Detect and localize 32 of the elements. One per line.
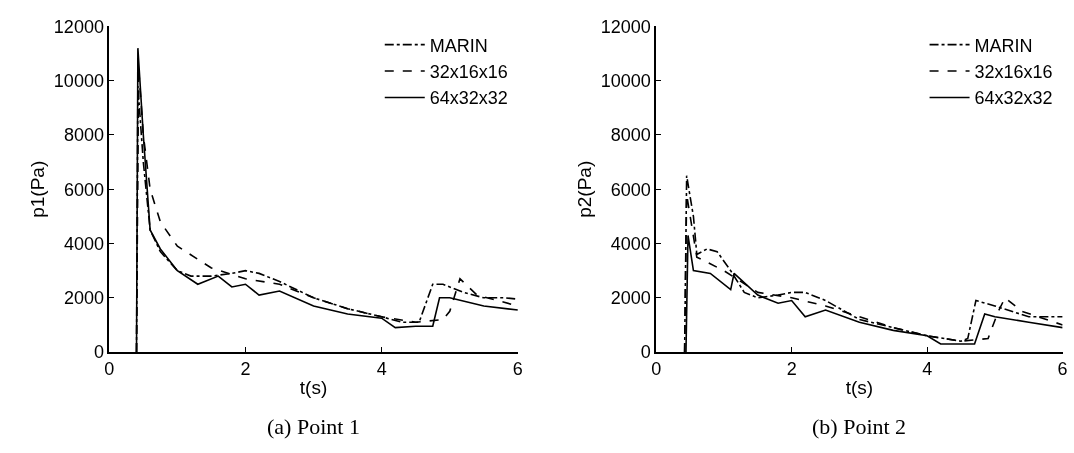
x-tick-label: 6 [512,359,523,380]
y-tick-label: 6000 [63,179,104,200]
legend-label: 64x32x32 [974,88,1053,109]
x-tick-label: 2 [240,359,251,380]
y-tick-label: 6000 [610,179,651,200]
x-tick-label: 4 [922,359,933,380]
y-tick-label: 8000 [63,125,104,146]
x-axis-title: t(s) [299,376,328,398]
y-axis-title: p2(Pa) [574,160,596,218]
y-tick-label: 2000 [63,288,104,309]
y-tick-label: 10000 [53,71,104,92]
text: (b) Point 2 [812,414,907,439]
y-tick-label: 12000 [600,16,651,37]
x-axis-title: t(s) [845,376,874,398]
y-tick-label: 10000 [600,71,651,92]
y-tick-label: 0 [640,342,651,363]
legend-label: 64x32x32 [429,88,508,109]
y-tick-label: 0 [93,342,104,363]
y-tick-label: 4000 [610,233,651,254]
y-axis-title: p1(Pa) [27,160,49,218]
legend-label: MARIN [974,35,1033,56]
legend-label: 32x16x16 [429,62,508,83]
text: (a) Point 1 [267,414,360,439]
y-tick-label: 2000 [610,288,651,309]
y-tick-label: 12000 [53,16,104,37]
x-tick-label: 6 [1057,359,1068,380]
x-tick-label: 4 [376,359,387,380]
y-tick-label: 8000 [610,125,651,146]
legend-label: 32x16x16 [974,62,1053,83]
y-tick-label: 4000 [63,233,104,254]
x-tick-label: 2 [786,359,797,380]
legend-label: MARIN [429,35,488,56]
